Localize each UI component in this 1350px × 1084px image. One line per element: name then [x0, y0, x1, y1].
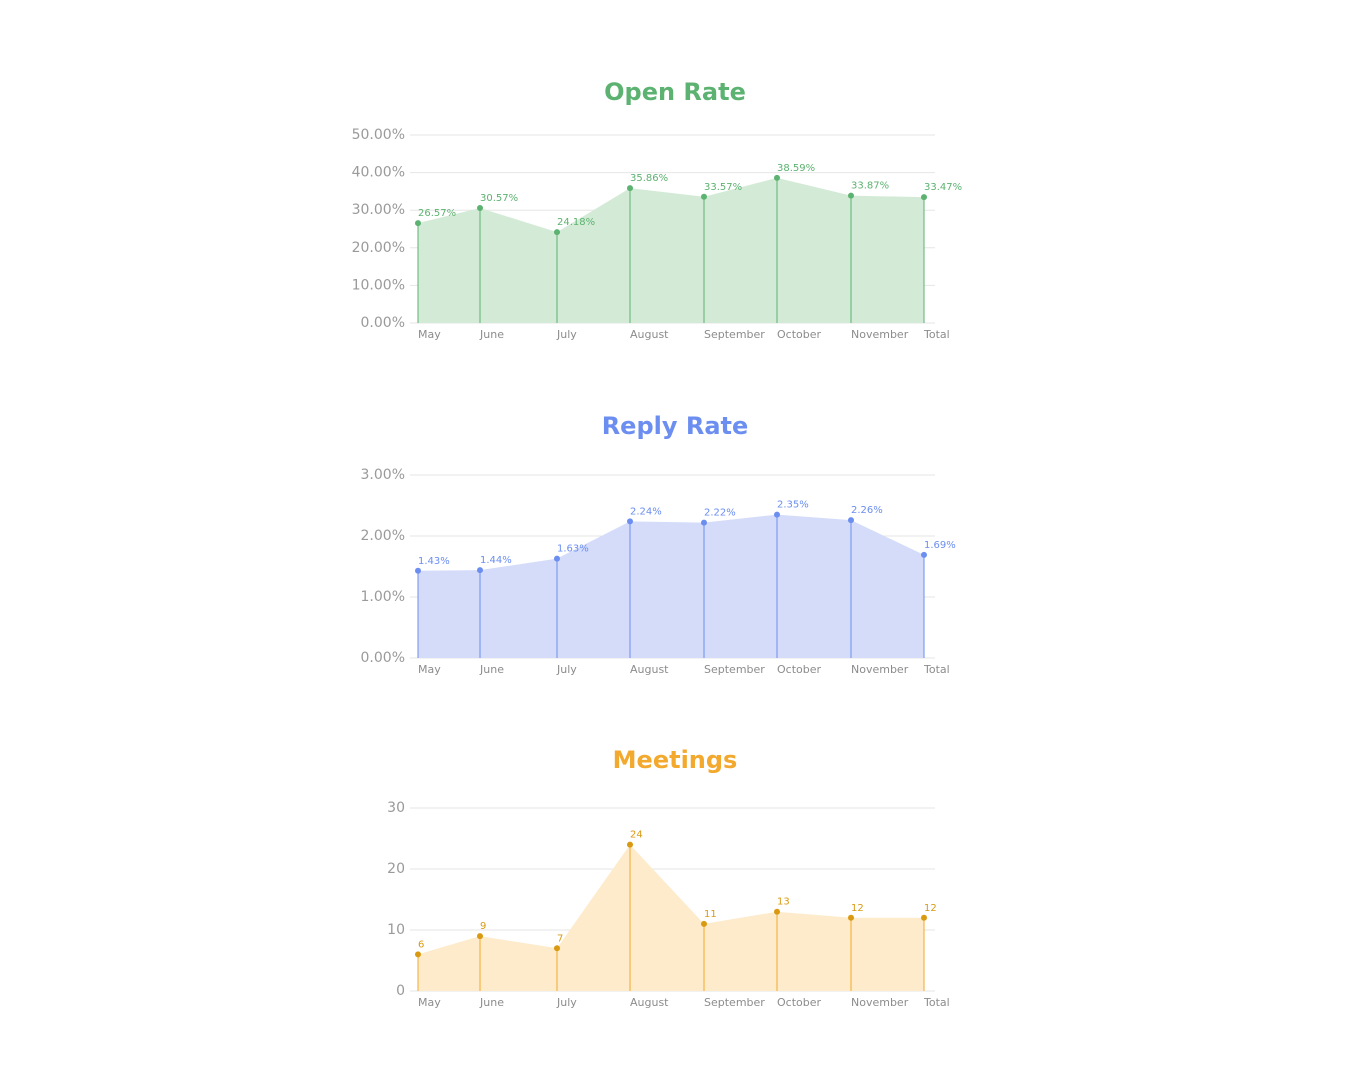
x-tick-label: May	[418, 663, 441, 676]
data-label: 30.57%	[480, 193, 518, 204]
x-tick-label: October	[777, 996, 821, 1009]
chart-title: Reply Rate	[601, 412, 749, 440]
x-tick-label: October	[777, 328, 821, 341]
x-tick-label: July	[556, 663, 577, 676]
data-point[interactable]	[921, 551, 927, 558]
data-label: 1.63%	[557, 544, 589, 555]
data-label: 7	[557, 933, 563, 944]
data-label: 2.22%	[704, 508, 736, 519]
data-label: 11	[704, 909, 717, 920]
data-label: 2.35%	[777, 500, 809, 511]
data-point[interactable]	[701, 193, 707, 200]
y-tick-label: 40.00%	[352, 165, 405, 181]
data-label: 26.57%	[418, 208, 456, 219]
data-point[interactable]	[415, 951, 421, 958]
data-label: 2.26%	[851, 505, 883, 516]
x-tick-label: August	[630, 663, 669, 676]
data-label: 1.44%	[480, 555, 512, 566]
y-tick-label: 30.00%	[352, 202, 405, 218]
x-tick-label: June	[479, 328, 504, 341]
y-tick-label: 10.00%	[352, 277, 405, 293]
data-label: 24	[630, 830, 643, 841]
data-point[interactable]	[477, 933, 483, 940]
x-tick-label: August	[630, 328, 669, 341]
data-point[interactable]	[627, 841, 633, 848]
y-tick-label: 2.00%	[361, 528, 405, 544]
x-tick-label: June	[479, 996, 504, 1009]
data-point[interactable]	[848, 914, 854, 921]
area-fill	[418, 844, 924, 991]
data-point[interactable]	[477, 567, 483, 574]
y-tick-label: 0	[396, 983, 405, 999]
x-tick-label: June	[479, 663, 504, 676]
data-label: 33.47%	[924, 182, 962, 193]
data-label: 2.24%	[630, 506, 662, 517]
data-label: 13	[777, 897, 790, 908]
data-point[interactable]	[774, 908, 780, 915]
data-label: 33.57%	[704, 182, 742, 193]
y-tick-label: 0.00%	[361, 315, 405, 331]
x-tick-label: July	[556, 996, 577, 1009]
y-tick-label: 0.00%	[361, 650, 405, 666]
data-point[interactable]	[554, 945, 560, 952]
area-fill	[418, 514, 924, 658]
data-point[interactable]	[554, 229, 560, 236]
reply-rate-chart: Reply Rate 0.00% 1.00% 2.00% 3.00% 1.43% 1.44…	[0, 412, 1350, 712]
data-point[interactable]	[701, 920, 707, 927]
open-rate-chart: Open Rate 0.00% 10.00% 20.00% 30.00% 40.00% 5…	[0, 78, 1350, 378]
x-tick-label: Total	[923, 328, 950, 341]
x-tick-label: September	[704, 663, 765, 676]
x-tick-label: May	[418, 996, 441, 1009]
data-label: 6	[418, 939, 424, 950]
data-point[interactable]	[415, 567, 421, 574]
x-tick-label: Total	[923, 996, 950, 1009]
data-point[interactable]	[774, 174, 780, 181]
chart-title: Meetings	[612, 746, 738, 774]
data-point[interactable]	[848, 192, 854, 199]
data-label: 38.59%	[777, 163, 815, 174]
y-tick-label: 1.00%	[361, 589, 405, 605]
data-point[interactable]	[415, 220, 421, 227]
data-label: 1.69%	[924, 540, 956, 551]
data-label: 12	[924, 903, 937, 914]
meetings-chart: Meetings 0 10 20 30 6 9 7 24 11 13 12 12 May June July…	[0, 746, 1350, 1046]
y-tick-label: 20	[387, 861, 405, 877]
y-tick-label: 50.00%	[352, 127, 405, 143]
data-point[interactable]	[627, 518, 633, 525]
y-tick-label: 20.00%	[352, 240, 405, 256]
data-label: 12	[851, 903, 864, 914]
data-point[interactable]	[921, 194, 927, 201]
y-tick-label: 10	[387, 922, 405, 938]
reply-rate-plot: 0.00% 1.00% 2.00% 3.00% 1.43% 1.44% 1.63% 2.24%…	[361, 467, 956, 676]
x-tick-label: September	[704, 328, 765, 341]
open-rate-plot: 0.00% 10.00% 20.00% 30.00% 40.00% 50.00% 26.57…	[352, 127, 963, 341]
data-point[interactable]	[554, 555, 560, 562]
y-tick-label: 3.00%	[361, 467, 405, 483]
x-tick-label: May	[418, 328, 441, 341]
data-point[interactable]	[627, 185, 633, 192]
data-point[interactable]	[848, 517, 854, 524]
x-tick-label: September	[704, 996, 765, 1009]
data-label: 24.18%	[557, 217, 595, 228]
area-fill	[418, 177, 924, 323]
x-tick-label: Total	[923, 663, 950, 676]
x-tick-label: November	[851, 996, 909, 1009]
x-tick-label: October	[777, 663, 821, 676]
data-label: 9	[480, 921, 486, 932]
data-point[interactable]	[701, 519, 707, 526]
data-label: 35.86%	[630, 173, 668, 184]
data-label: 33.87%	[851, 181, 889, 192]
x-tick-label: November	[851, 328, 909, 341]
data-point[interactable]	[477, 205, 483, 212]
x-tick-label: July	[556, 328, 577, 341]
meetings-plot: 0 10 20 30 6 9 7 24 11 13 12 12 May June July August Sep…	[387, 800, 950, 1009]
data-label: 1.43%	[418, 556, 450, 567]
x-tick-label: August	[630, 996, 669, 1009]
data-point[interactable]	[774, 511, 780, 518]
x-tick-label: November	[851, 663, 909, 676]
chart-title: Open Rate	[604, 78, 746, 106]
y-tick-label: 30	[387, 800, 405, 816]
data-point[interactable]	[921, 914, 927, 921]
